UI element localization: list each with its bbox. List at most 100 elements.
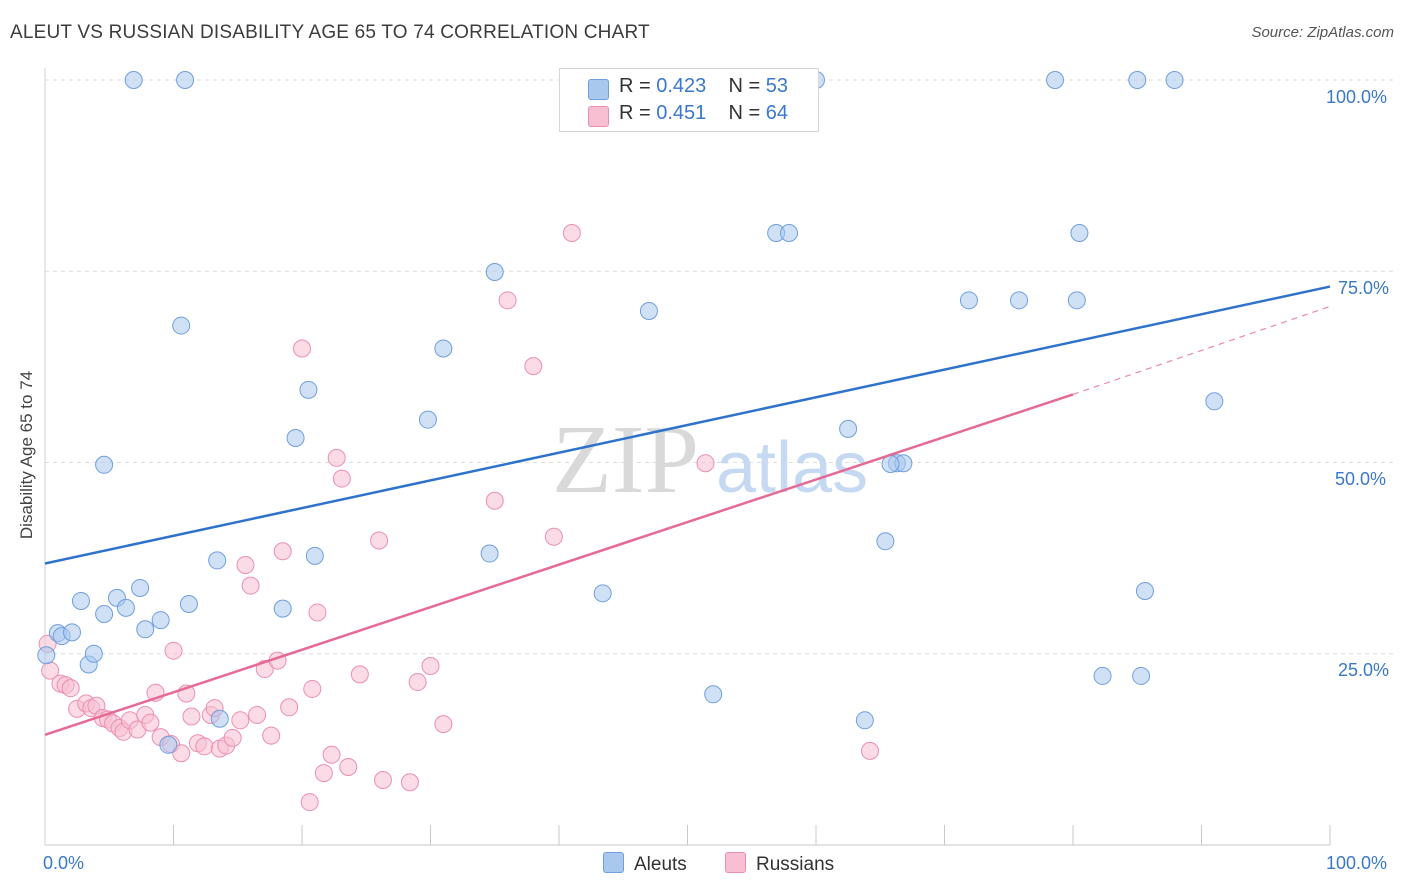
aleut-point [124,71,143,89]
axes [44,68,1331,846]
russian-point [262,726,281,745]
aleut-point [1070,224,1089,242]
aleut-trend-line [44,285,1331,565]
aleut-point [1165,71,1184,89]
russian-r-value: 0.451 [656,102,707,124]
correlation-legend: R = 0.423 N = 53 R = 0.451 N = 64 [559,68,819,132]
aleut-point [176,71,195,89]
aleut-r-value: 0.423 [656,75,707,97]
watermark-atlas: atlas [716,428,868,508]
aleut-point [959,291,978,310]
aleut-point [299,380,318,399]
russian-point [524,357,543,376]
bottom-russian-label: Russians [756,854,835,875]
aleut-point [1128,71,1147,89]
russian-point [485,491,504,510]
russian-point [141,713,160,732]
aleut-point [159,735,178,754]
bottom-legend-russians: Russians [725,852,834,876]
aleut-point [1093,666,1112,685]
russian-point [164,641,183,660]
bottom-aleut-swatch [603,852,624,873]
y-tick-label-25: 25.0% [1338,660,1390,680]
russian-point [322,745,341,764]
aleut-point [62,623,81,642]
russian-point [236,556,255,575]
y-tick-label-75: 75.0% [1338,278,1390,298]
russian-point [408,673,427,692]
aleut-point [1067,291,1086,310]
aleut-point [1135,582,1154,601]
russian-point [255,660,274,679]
russian-point [308,603,327,622]
y-axis-label: Disability Age 65 to 74 [17,370,36,540]
aleut-point [305,546,324,565]
russian-point [280,698,299,717]
russian-point [61,679,80,698]
aleut-point [855,711,874,730]
russian-point [327,448,346,467]
aleut-point [136,620,155,639]
russian-point [241,576,260,595]
x-tick-label-max: 100.0% [1326,853,1388,873]
aleut-point [780,224,799,242]
russian-n-value: 64 [765,102,789,124]
aleut-point [131,578,150,597]
bottom-russian-swatch [725,852,746,873]
aleut-point [95,455,114,474]
aleut-point [1046,71,1065,89]
russian-point [562,224,581,242]
aleut-r-label: R = [619,75,651,97]
aleut-point [84,644,103,663]
aleut-point [1010,291,1029,310]
aleut-point [172,316,191,335]
russian-n-label: N = [728,102,761,124]
russian-point [696,454,715,473]
bottom-legend-aleuts: Aleuts [603,852,687,876]
russian-point [434,715,453,734]
russian-point [300,793,319,812]
x-tick-label-min: 0.0% [43,853,85,873]
russian-point [231,711,250,730]
aleut-point [704,685,723,704]
chart-title: ALEUT VS RUSSIAN DISABILITY AGE 65 TO 74… [10,22,650,43]
aleut-swatch [588,79,609,100]
russian-point [860,741,879,760]
aleut-point [480,544,499,563]
russian-point [303,679,322,698]
aleut-n-label: N = [728,75,761,97]
russian-swatch [588,106,609,127]
aleut-point [1205,392,1224,411]
russian-point [293,339,311,358]
russian-point [182,707,201,726]
aleut-point [876,532,895,551]
aleut-point [1132,666,1151,685]
russian-point [273,542,292,561]
aleut-point [37,646,56,665]
aleut-point [593,584,612,603]
russian-points [38,224,879,812]
zipatlas-watermark: ZIP atlas [552,406,868,514]
aleut-point [151,611,170,630]
aleut-point [179,595,198,614]
source-credit: Source: ZipAtlas.com [1251,24,1394,41]
aleut-point [839,419,858,438]
y-tick-label-50: 50.0% [1335,469,1387,489]
russian-trend-extension [1072,305,1331,395]
russian-point [172,744,191,763]
russian-point [498,291,517,310]
aleut-point [418,410,437,429]
aleut-point [71,591,90,610]
russian-point [339,757,358,776]
aleut-point [286,429,305,448]
russian-point [544,527,563,546]
russian-point [314,764,333,783]
russian-r-label: R = [619,102,651,124]
russian-point [195,737,214,756]
russian-point [350,665,369,684]
russian-point [373,770,392,789]
watermark-zip: ZIP [552,406,699,514]
aleut-point [485,263,504,282]
trend-lines [44,285,1331,737]
